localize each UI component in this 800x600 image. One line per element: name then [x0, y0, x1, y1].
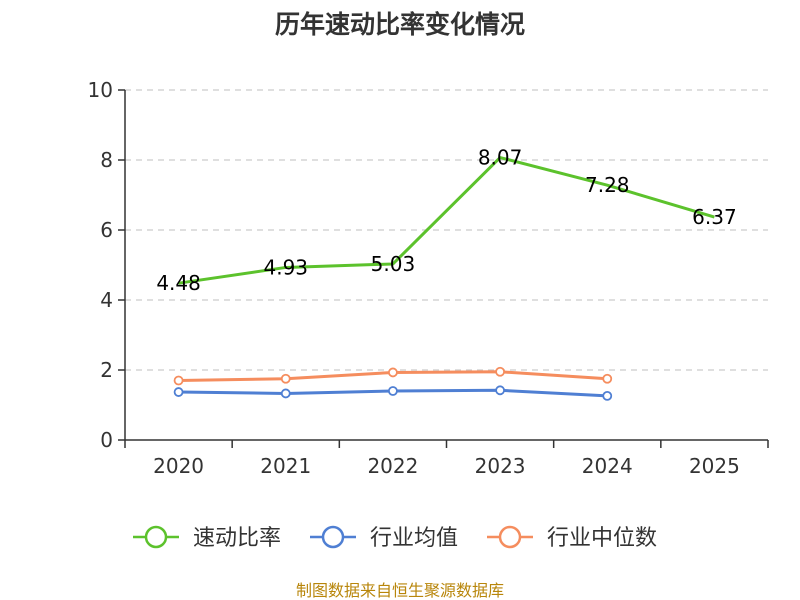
data-label: 4.48 [156, 271, 201, 295]
legend[interactable]: 速动比率 行业均值 行业中位数 [133, 525, 657, 551]
series [173, 156, 715, 401]
data-point [280, 373, 291, 384]
data-label: 6.37 [692, 205, 737, 229]
y-tick-label: 10 [88, 78, 113, 102]
chart-title: 历年速动比率变化情况 [275, 10, 525, 39]
data-point [495, 366, 505, 377]
data-point [173, 387, 184, 397]
data-labels: 4.48 4.93 5.03 8.07 7.28 6.37 [156, 146, 736, 296]
series-line [178, 156, 715, 285]
data-point [280, 388, 291, 399]
source-note: 制图数据来自恒生聚源数据库 [296, 581, 504, 600]
y-tick-label: 4 [100, 288, 113, 312]
legend-item[interactable]: 行业均值 [310, 525, 458, 551]
legend-marker [498, 525, 522, 549]
data-point [388, 386, 398, 396]
data-point [602, 390, 613, 401]
legend-label: 速动比率 [193, 526, 281, 551]
x-tick-label: 2024 [582, 454, 633, 478]
y-tick-label: 6 [100, 218, 113, 242]
legend-marker [144, 525, 168, 549]
axes: 0 2 4 6 8 10 2020 2021 2022 2023 2024 2025 [88, 78, 769, 478]
y-tick-label: 2 [100, 358, 113, 382]
x-tick-label: 2022 [367, 454, 418, 478]
legend-item[interactable]: 行业中位数 [487, 525, 657, 551]
x-tick-label: 2020 [153, 454, 204, 478]
data-point [602, 373, 613, 384]
x-tick-label: 2023 [475, 454, 526, 478]
legend-label: 行业均值 [370, 526, 458, 551]
data-point [495, 385, 505, 396]
data-label: 8.07 [478, 146, 523, 170]
grid [125, 89, 768, 371]
y-tick-label: 0 [100, 428, 113, 452]
x-tick-label: 2021 [260, 454, 311, 478]
y-tick-label: 8 [100, 148, 113, 172]
legend-item[interactable]: 速动比率 [133, 525, 281, 551]
legend-marker [321, 525, 345, 549]
data-point [173, 375, 184, 386]
data-label: 4.93 [263, 255, 308, 279]
legend-label: 行业中位数 [547, 526, 657, 551]
data-label: 5.03 [371, 252, 416, 276]
data-label: 7.28 [585, 173, 630, 197]
x-tick-label: 2025 [689, 454, 740, 478]
data-point [388, 367, 398, 378]
